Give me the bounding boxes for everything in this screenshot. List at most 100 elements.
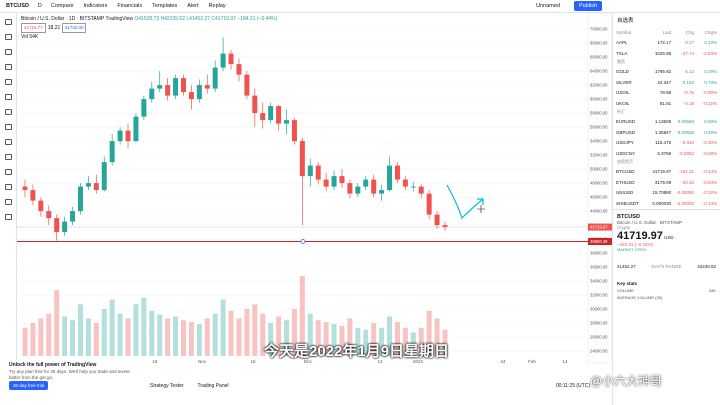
trial-button[interactable]: 30-day free trial: [9, 381, 49, 390]
y-tick-label: 58000.00: [590, 111, 608, 116]
cell: 0.74%: [704, 79, 717, 85]
cell: SILVER: [616, 79, 632, 85]
cell: 1795.92: [654, 69, 672, 75]
candle-body: [196, 85, 202, 100]
watchlist-row[interactable]: EURUSD 1.13609 0.00660 0.58%: [613, 117, 720, 128]
volume-bar: [173, 316, 179, 356]
candle-body: [93, 183, 99, 191]
y-tick-label: 64000.00: [590, 69, 608, 74]
cell: -0.32%: [702, 190, 717, 196]
sell-box[interactable]: 41719.77: [21, 23, 46, 33]
volume-bar: [426, 310, 432, 356]
watchlist-row[interactable]: TSLA 1026.96 -27.74 -2.54%: [613, 48, 720, 59]
volume-bar: [418, 327, 424, 356]
toolbar-button[interactable]: Replay: [208, 3, 226, 9]
cell: -0.05050: [676, 190, 695, 196]
bottom-tab[interactable]: Strategy Tester: [150, 383, 184, 389]
candle-body: [307, 165, 313, 177]
toolbar-button[interactable]: Alert: [187, 3, 199, 9]
watchlist-row[interactable]: SHIBUSDT 0.000030 -0.00000 -0.14%: [613, 198, 720, 209]
legend-title: Bitcoin / U.S. Dollar · 1D · BITSTAMP: [21, 16, 105, 22]
line-handle: [300, 239, 306, 244]
last-price-label: 41719.97: [590, 225, 608, 230]
toolbar-button[interactable]: Financials: [117, 3, 143, 9]
candle-body: [236, 64, 242, 75]
watchlist-row[interactable]: AAPL 172.17 0.17 0.10%: [613, 38, 720, 49]
volume-bar: [228, 310, 234, 356]
volume-bar: [394, 322, 400, 356]
volume-bar: [157, 314, 163, 356]
legend-source: TradingView: [105, 16, 133, 22]
range-label: DAY'S RANGE: [651, 263, 682, 269]
watchlist-row[interactable]: UKOIL 81.81 -0.18 -0.22%: [613, 98, 720, 109]
x-tick-label: 14: [562, 359, 568, 364]
candle-body: [165, 85, 171, 96]
column-header: Last: [662, 29, 672, 35]
publish-button[interactable]: Publish: [573, 1, 602, 11]
volume-bar: [212, 313, 218, 356]
watchlist-row[interactable]: BTCUSD 41719.97 -184.31 -0.44%: [613, 167, 720, 178]
volume-bar: [165, 318, 171, 356]
volume-bar: [125, 318, 131, 356]
chart: 24000.00 26000.00 28000.00 30000.00 32000.00…: [17, 13, 612, 364]
cell: SHIBUSDT: [616, 200, 639, 206]
candle-body: [339, 176, 345, 184]
cell: 0.00658: [677, 129, 695, 135]
stat-row: VOLUME 54K: [617, 288, 716, 293]
y-tick-label: 48000.00: [590, 181, 608, 186]
cell: -0.14%: [702, 200, 717, 206]
y-tick-label: 30000.00: [590, 307, 608, 312]
candle-body: [418, 186, 424, 194]
bottom-tab[interactable]: Trading Panel: [197, 383, 229, 389]
symbol[interactable]: BTCUSD: [6, 3, 29, 9]
volume-bar: [70, 320, 76, 356]
cell: -0.22%: [702, 100, 717, 106]
watchlist-rows: AAPL 172.17 0.17 0.10% TSLA 1026.96 -27.74 -2.5…: [613, 38, 720, 209]
watchlist-row[interactable]: USOIL 78.89 -0.76 -0.99%: [613, 88, 720, 99]
cell: EURUSD: [616, 119, 636, 125]
volume-legend: Vol 54K: [21, 34, 39, 40]
toolbar-button[interactable]: Templates: [152, 3, 178, 9]
watchlist-row[interactable]: ETHUSD 3179.09 -20.15 -0.63%: [613, 177, 720, 188]
candle-body: [173, 78, 179, 96]
interval[interactable]: D: [37, 3, 42, 9]
toolbar-button[interactable]: Indicators: [83, 3, 108, 9]
cell: 0.58%: [704, 119, 717, 125]
cell: -27.74: [681, 50, 695, 56]
watchlist-row[interactable]: UNIUSD 15.70880 -0.05050 -0.32%: [613, 188, 720, 199]
detail-change: −184.31 (−0.44%): [617, 241, 654, 247]
cell: 1.35847: [654, 129, 672, 135]
cell: UNIUSD: [616, 190, 634, 196]
candle-body: [434, 214, 440, 226]
candle-body: [410, 186, 416, 188]
cell: 0.000030: [652, 200, 672, 206]
volume-bar: [323, 322, 329, 356]
promo-banner: Unlock the full power of TradingView Try…: [4, 360, 144, 402]
buy-box[interactable]: 41732.00: [61, 23, 87, 33]
volume-bar: [22, 327, 28, 356]
watchlist-row[interactable]: GOLD 1795.92 5.13 0.29%: [613, 67, 720, 78]
crosshair: [477, 205, 485, 213]
watchlist-row[interactable]: SILVER 22.347 0.163 0.74%: [613, 77, 720, 88]
candle-body: [204, 85, 210, 89]
stats-title: Key stats: [617, 280, 638, 286]
volume-bar: [204, 318, 210, 356]
level-label: 39656.39: [590, 239, 608, 244]
cell: USOIL: [616, 90, 630, 96]
cell: USDCNY: [616, 150, 636, 156]
candle-body: [402, 179, 408, 187]
legend: Bitcoin / U.S. Dollar · 1D · BITSTAMP Tr…: [21, 15, 277, 41]
cell: 1026.96: [654, 50, 672, 56]
volume-bar: [85, 318, 91, 356]
watchlist-row[interactable]: GBPUSD 1.35847 0.00658 0.49%: [613, 127, 720, 138]
watchlist-row[interactable]: USDJPY 115.475 -0.342 -0.30%: [613, 138, 720, 149]
x-tick-label: Dec: [304, 359, 313, 364]
x-tick-label: 18: [152, 359, 158, 364]
toolbar-button[interactable]: Compare: [50, 3, 74, 9]
cell: -0.342: [681, 140, 695, 146]
banner-text: Try any plan free for 30 days. We'll hel…: [9, 369, 130, 380]
watchlist-row[interactable]: USDCNY 6.3769 -0.0052 -0.08%: [613, 148, 720, 159]
y-tick-label: 36000.00: [590, 265, 608, 270]
layout-name[interactable]: Unnamed: [536, 3, 560, 9]
volume-bar: [46, 313, 52, 356]
